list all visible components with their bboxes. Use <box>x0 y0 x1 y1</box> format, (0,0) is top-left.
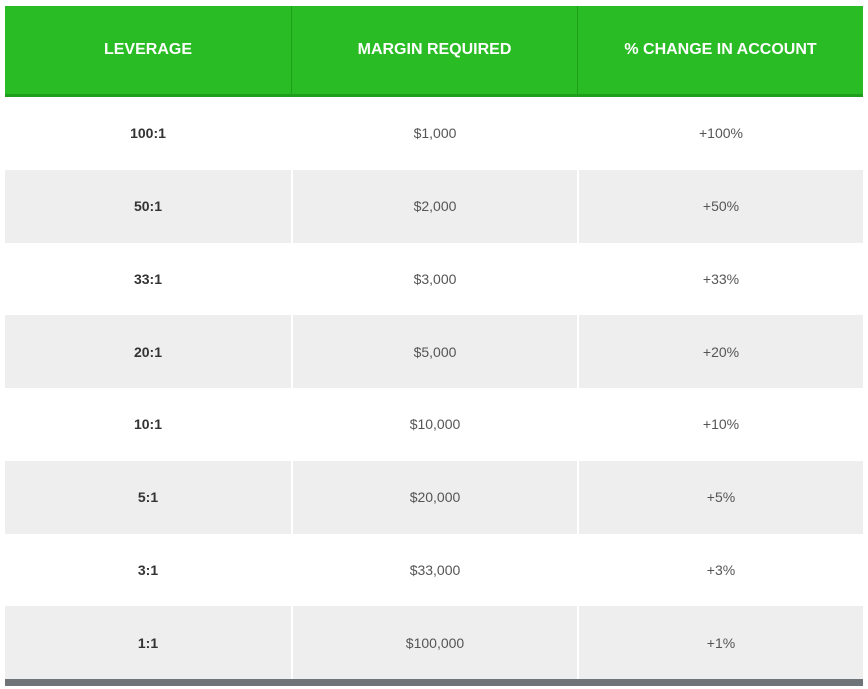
header-cell: % CHANGE IN ACCOUNT <box>577 6 863 97</box>
body-cell: $33,000 <box>291 533 577 607</box>
leverage-cell: 20:1 <box>5 315 291 388</box>
body-cell: $100,000 <box>291 606 577 679</box>
leverage-table: LEVERAGE MARGIN REQUIRED% CHANGE IN ACCOU… <box>5 6 863 686</box>
body-cell: $10,000 <box>291 388 577 461</box>
body-cell: +1% <box>577 606 863 679</box>
leverage-cell: 3:1 <box>137 561 159 578</box>
header-cell: LEVERAGE <box>5 6 291 97</box>
body-cell: +100% <box>577 97 863 170</box>
body-cell: $1,000 <box>291 97 577 170</box>
leverage-cell: 100:1 <box>130 125 166 142</box>
leverage-cell: 1:1 <box>5 606 291 679</box>
header-cell: MARGIN REQUIRED <box>291 6 577 97</box>
body-cell: +33% <box>577 242 863 316</box>
body-cell: $5,000 <box>291 315 577 388</box>
table-footer-bar <box>5 679 863 686</box>
leverage-cell: 50:1 <box>5 169 291 243</box>
body-cell: +10% <box>577 388 863 461</box>
body-cell: $20,000 <box>291 460 577 534</box>
body-cell: +3% <box>577 533 863 607</box>
leverage-cell: 5:1 <box>5 460 291 534</box>
body-cell: +50% <box>577 169 863 243</box>
leverage-cell: 33:1 <box>133 270 163 287</box>
body-cell: +20% <box>577 315 863 388</box>
body-cell: $3,000 <box>291 242 577 316</box>
body-cell: $2,000 <box>291 169 577 243</box>
leverage-cell: 10:1 <box>133 416 163 433</box>
body-cell: +5% <box>577 460 863 534</box>
